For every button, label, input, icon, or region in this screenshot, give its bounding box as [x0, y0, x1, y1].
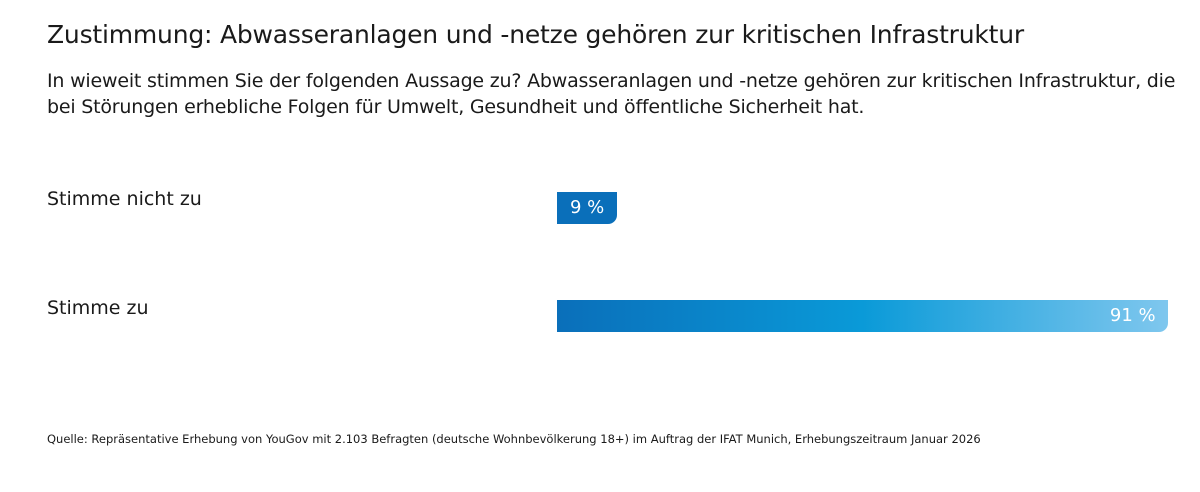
category-label-agree: Stimme zu [47, 297, 149, 319]
data-label-agree: 91 % [1109, 305, 1156, 326]
bar-disagree: 9 % [557, 192, 618, 224]
bar-agree: 91 % [557, 300, 1168, 332]
source-note: Quelle: Repräsentative Erhebung von YouG… [47, 432, 981, 446]
data-label-disagree: 9 % [570, 197, 605, 218]
chart-subtitle: In wieweit stimmen Sie der folgenden Aus… [47, 70, 1176, 118]
chart-title: Zustimmung: Abwasseranlagen und -netze g… [47, 20, 1024, 49]
category-label-disagree: Stimme nicht zu [47, 188, 202, 210]
